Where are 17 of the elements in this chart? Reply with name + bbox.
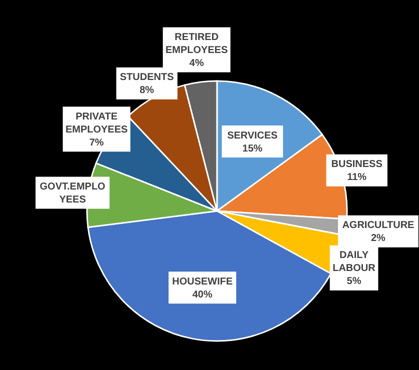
slice-label: BUSINESS [331, 159, 383, 170]
slice-label: AGRICULTURE [342, 220, 415, 232]
slice-label: PRIVATE EMPLOYEES [65, 111, 128, 136]
slice-label: SERVICES [227, 130, 278, 142]
slice-label: RETIRED EMPLOYEES [166, 32, 228, 56]
data-label: 4% [189, 58, 204, 70]
data-label: 8% [140, 85, 154, 96]
slice-label: DAILY LABOUR [332, 250, 376, 274]
data-label: 7% [89, 137, 104, 148]
data-label: 40% [192, 289, 212, 300]
data-label: 15% [242, 143, 263, 154]
slice-label: STUDENTS [120, 72, 174, 84]
data-label: 5% [346, 276, 362, 288]
data-label: 2% [370, 233, 386, 244]
slice-label: GOVT.EMPLOYEES [40, 182, 106, 206]
data-label: 11% [347, 172, 367, 184]
slice-label: HOUSEWIFE [172, 276, 233, 288]
